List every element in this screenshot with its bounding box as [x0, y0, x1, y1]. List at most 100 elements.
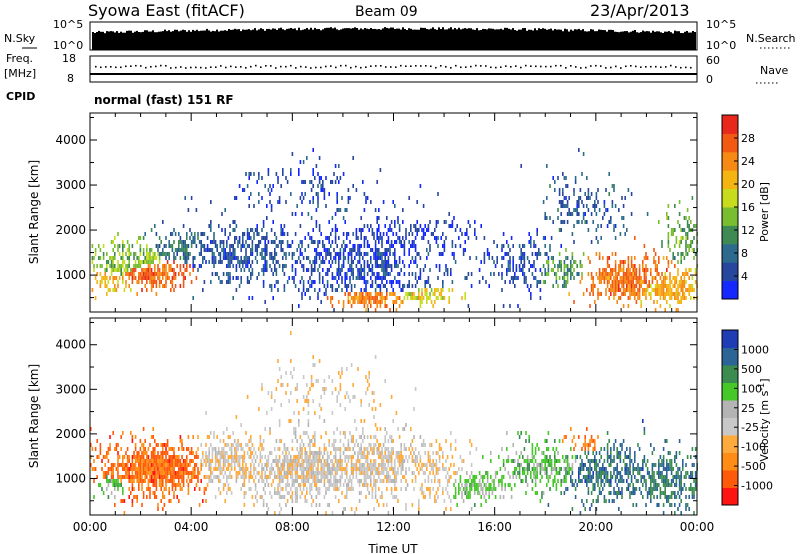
heatmap-cell	[586, 288, 588, 292]
nave-dot	[575, 66, 577, 68]
heatmap-cell	[509, 268, 511, 272]
noise-bar	[384, 27, 386, 50]
heatmap-cell	[350, 471, 353, 475]
heatmap-cell	[184, 463, 186, 467]
noise-bar	[504, 27, 506, 50]
heatmap-cell	[387, 475, 390, 479]
heatmap-cell	[523, 272, 526, 276]
heatmap-cell	[139, 276, 142, 280]
heatmap-cell	[400, 455, 402, 459]
noise-bar	[530, 29, 532, 50]
heatmap-cell	[173, 495, 175, 499]
heatmap-cell	[659, 276, 662, 280]
heatmap-cell	[122, 244, 124, 248]
colorbar-tick-label: 16	[741, 201, 755, 214]
heatmap-cell	[363, 280, 366, 284]
heatmap-cell	[170, 471, 172, 475]
freq-left-tick-top: 18	[62, 52, 76, 65]
heatmap-cell	[158, 455, 161, 459]
heatmap-cell	[571, 252, 574, 256]
noise-bar	[112, 31, 114, 50]
heatmap-cell	[573, 276, 575, 280]
heatmap-cell	[290, 192, 292, 196]
heatmap-cell	[358, 467, 361, 471]
heatmap-cell	[218, 467, 220, 471]
noise-bar	[376, 29, 378, 50]
heatmap-cell	[443, 220, 446, 224]
heatmap-cell	[323, 443, 326, 447]
heatmap-cell	[162, 467, 164, 471]
heatmap-cell	[270, 407, 273, 411]
heatmap-cell	[374, 495, 377, 499]
heatmap-cell	[558, 252, 561, 256]
heatmap-cell	[378, 447, 380, 451]
heatmap-cell	[110, 471, 113, 475]
heatmap-cell	[106, 276, 108, 280]
heatmap-cell	[243, 491, 246, 495]
heatmap-cell	[221, 447, 223, 451]
heatmap-cell	[210, 459, 212, 463]
heatmap-cell	[248, 268, 250, 272]
heatmap-cell	[126, 248, 129, 252]
heatmap-cell	[138, 479, 140, 483]
heatmap-cell	[333, 439, 335, 443]
heatmap-cell	[629, 288, 631, 292]
heatmap-cell	[125, 272, 127, 276]
heatmap-cell	[610, 292, 612, 296]
heatmap-cell	[474, 220, 476, 224]
noise-bar	[666, 31, 668, 50]
heatmap-cell	[272, 479, 274, 483]
heatmap-cell	[410, 244, 412, 248]
heatmap-cell	[464, 292, 466, 296]
heatmap-cell	[384, 379, 386, 383]
heatmap-cell	[109, 467, 111, 471]
heatmap-cell	[344, 455, 346, 459]
heatmap-cell	[301, 252, 303, 256]
heatmap-cell	[291, 483, 294, 487]
heatmap-cell	[259, 459, 262, 463]
heatmap-cell	[563, 284, 566, 288]
heatmap-cell	[643, 288, 646, 292]
heatmap-cell	[501, 272, 503, 276]
heatmap-cell	[149, 467, 151, 471]
heatmap-cell	[347, 483, 350, 487]
heatmap-cell	[182, 264, 185, 268]
heatmap-cell	[320, 463, 322, 467]
heatmap-cell	[571, 212, 574, 216]
heatmap-cell	[234, 439, 236, 443]
heatmap-cell	[408, 447, 410, 451]
heatmap-cell	[450, 463, 452, 467]
heatmap-cell	[448, 224, 450, 228]
heatmap-cell	[206, 475, 209, 479]
heatmap-cell	[131, 471, 134, 475]
nave-dot	[135, 64, 137, 67]
heatmap-cell	[165, 236, 167, 240]
noise-bar	[356, 28, 358, 50]
heatmap-cell	[429, 296, 431, 300]
heatmap-cell	[147, 467, 150, 471]
heatmap-cell	[394, 471, 396, 475]
heatmap-cell	[590, 272, 593, 276]
heatmap-cell	[398, 284, 401, 288]
heatmap-cell	[229, 244, 231, 248]
heatmap-cell	[128, 467, 130, 471]
noise-bar	[492, 28, 494, 50]
heatmap-cell	[299, 224, 302, 228]
heatmap-cell	[419, 276, 422, 280]
heatmap-cell	[184, 276, 186, 280]
heatmap-cell	[384, 256, 386, 260]
noise-bar	[514, 30, 516, 50]
heatmap-cell	[694, 280, 697, 284]
heatmap-cell	[384, 264, 386, 268]
heatmap-cell	[349, 248, 351, 252]
heatmap-cell	[181, 447, 183, 451]
heatmap-cell	[418, 471, 420, 475]
heatmap-cell	[214, 447, 217, 451]
heatmap-cell	[598, 292, 601, 296]
noise-bar	[318, 29, 320, 50]
heatmap-cell	[374, 252, 377, 256]
noise-bar	[472, 29, 474, 50]
heatmap-cell	[350, 296, 353, 300]
noise-bar	[466, 28, 468, 50]
heatmap-cell	[376, 427, 378, 431]
